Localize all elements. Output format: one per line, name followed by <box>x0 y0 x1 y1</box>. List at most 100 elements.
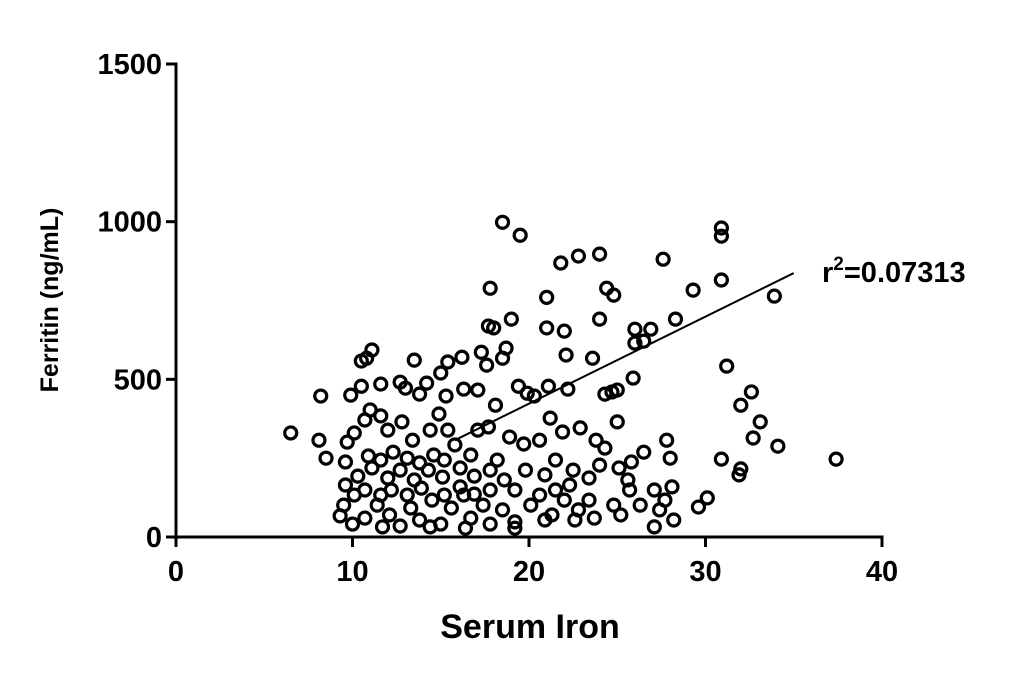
point <box>357 482 373 498</box>
point <box>473 344 489 360</box>
point <box>643 321 659 337</box>
point <box>411 512 428 528</box>
point <box>766 288 782 304</box>
point <box>662 450 678 466</box>
point <box>343 387 359 403</box>
point <box>620 472 636 488</box>
point <box>479 357 495 373</box>
point <box>733 397 749 413</box>
point <box>404 432 421 448</box>
point <box>482 280 498 296</box>
point <box>659 432 675 448</box>
point <box>613 507 629 523</box>
point <box>655 251 671 267</box>
annotation-rest: =0.07313 <box>844 257 966 289</box>
point <box>646 482 662 498</box>
point <box>581 492 597 508</box>
point <box>591 311 608 327</box>
point <box>374 519 391 535</box>
point <box>480 419 497 435</box>
point <box>597 386 613 402</box>
y-axis-label: Ferritin (ng/mL) <box>36 208 64 393</box>
point <box>466 468 482 484</box>
point <box>699 490 715 506</box>
point <box>713 228 729 244</box>
point <box>719 358 735 374</box>
point <box>422 422 438 438</box>
point <box>482 462 498 478</box>
point <box>713 451 729 467</box>
point <box>512 227 528 243</box>
point <box>397 380 414 396</box>
point <box>403 500 419 516</box>
point <box>413 480 429 496</box>
point <box>516 436 532 452</box>
point <box>332 508 348 524</box>
point <box>489 452 505 468</box>
point <box>591 457 608 473</box>
point <box>572 420 588 436</box>
point <box>752 414 768 430</box>
point <box>283 425 299 441</box>
point <box>385 444 401 460</box>
point <box>531 432 548 448</box>
point <box>531 487 548 503</box>
point <box>625 370 641 386</box>
point <box>360 448 376 464</box>
trendline <box>454 272 795 442</box>
point <box>452 479 468 495</box>
annotation-sup: 2 <box>833 254 844 275</box>
point <box>526 388 542 404</box>
point <box>373 452 389 468</box>
point <box>556 323 572 339</box>
point <box>743 384 759 400</box>
point <box>519 385 535 401</box>
point <box>337 454 354 470</box>
point <box>553 255 569 271</box>
point <box>770 438 786 454</box>
point <box>419 375 435 391</box>
point <box>646 519 662 535</box>
point <box>558 347 574 363</box>
point <box>392 462 408 478</box>
point <box>657 492 673 508</box>
point <box>517 462 534 478</box>
annotation: r2=0.07313 <box>822 254 966 289</box>
point <box>420 462 436 478</box>
point <box>438 388 454 404</box>
point <box>318 450 334 466</box>
point <box>373 408 389 424</box>
x-tick-label: 40 <box>866 556 898 588</box>
point <box>588 432 604 448</box>
point <box>447 437 463 453</box>
point <box>440 422 456 438</box>
point <box>565 462 581 478</box>
point <box>606 497 622 513</box>
point <box>539 320 555 336</box>
point <box>466 486 482 502</box>
point <box>381 507 398 523</box>
y-tick-label: 1000 <box>97 207 162 239</box>
x-axis-label: Serum Iron <box>440 608 619 646</box>
annotation-base: r <box>822 257 833 289</box>
point <box>440 354 456 370</box>
point <box>547 452 564 468</box>
x-tick-label: 0 <box>168 556 184 588</box>
point <box>560 381 576 397</box>
point <box>591 246 608 262</box>
point <box>611 460 627 476</box>
point <box>422 519 438 535</box>
point <box>597 440 613 456</box>
point <box>457 520 474 536</box>
point <box>494 502 511 518</box>
point <box>685 282 701 298</box>
point <box>339 434 355 450</box>
point <box>494 214 511 230</box>
point <box>537 467 553 483</box>
point <box>373 376 389 392</box>
point <box>494 350 511 366</box>
point <box>713 272 729 288</box>
x-tick-label: 30 <box>689 556 721 588</box>
point <box>507 514 523 530</box>
